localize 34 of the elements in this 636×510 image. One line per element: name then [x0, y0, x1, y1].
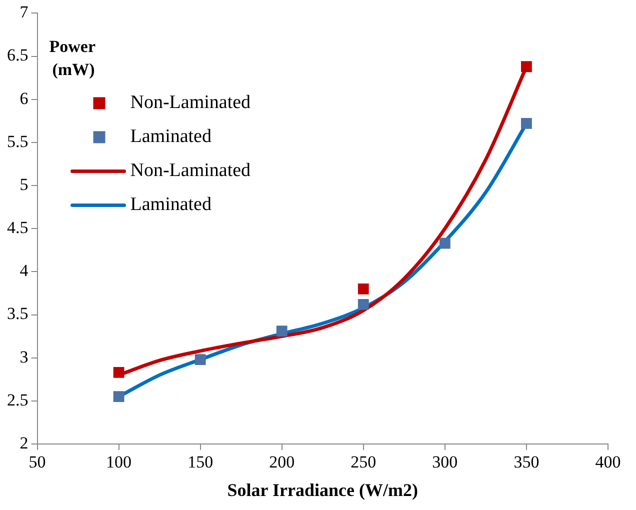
point [194, 354, 206, 366]
legend-label: Non-Laminated [130, 160, 252, 182]
legend-label: Laminated [130, 126, 212, 148]
y-tick-label: 3.5 [7, 304, 28, 324]
x-tick-label: 300 [432, 452, 458, 472]
x-tick-label: 100 [106, 452, 132, 472]
point [439, 238, 450, 249]
legend-label: Non-Laminated [130, 92, 252, 114]
y-tick-label: 5.5 [7, 132, 28, 151]
y-tick-label: 4.5 [7, 218, 28, 238]
x-tick-label: 250 [350, 452, 376, 472]
y-tick-label: 4 [20, 261, 29, 280]
point [521, 61, 532, 72]
point [276, 326, 288, 337]
y-tick-label: 6 [20, 88, 28, 108]
legend-label: Laminated [130, 194, 212, 216]
x-tick-label: 150 [188, 452, 214, 472]
x-axis-title: Solar Irradiance (W/m2) [227, 480, 418, 500]
y-tick-label: 7 [20, 2, 29, 22]
point [358, 283, 369, 294]
x-tick-label: 200 [269, 452, 295, 472]
y-tick-label: 2.5 [7, 390, 28, 410]
y-tick-label: 3 [20, 347, 28, 366]
point [113, 391, 124, 402]
x-tick-label: 50 [28, 452, 46, 472]
y-tick-label: 2 [20, 433, 28, 452]
point [113, 367, 124, 378]
x-tick-label: 400 [595, 452, 621, 472]
y-axis-title: Power (mW) [49, 37, 96, 80]
point [521, 118, 532, 129]
y-tick-label: 5 [20, 174, 28, 194]
x-tick-label: 350 [514, 452, 540, 472]
point [358, 298, 369, 310]
y-tick-label: 6.5 [7, 46, 28, 65]
